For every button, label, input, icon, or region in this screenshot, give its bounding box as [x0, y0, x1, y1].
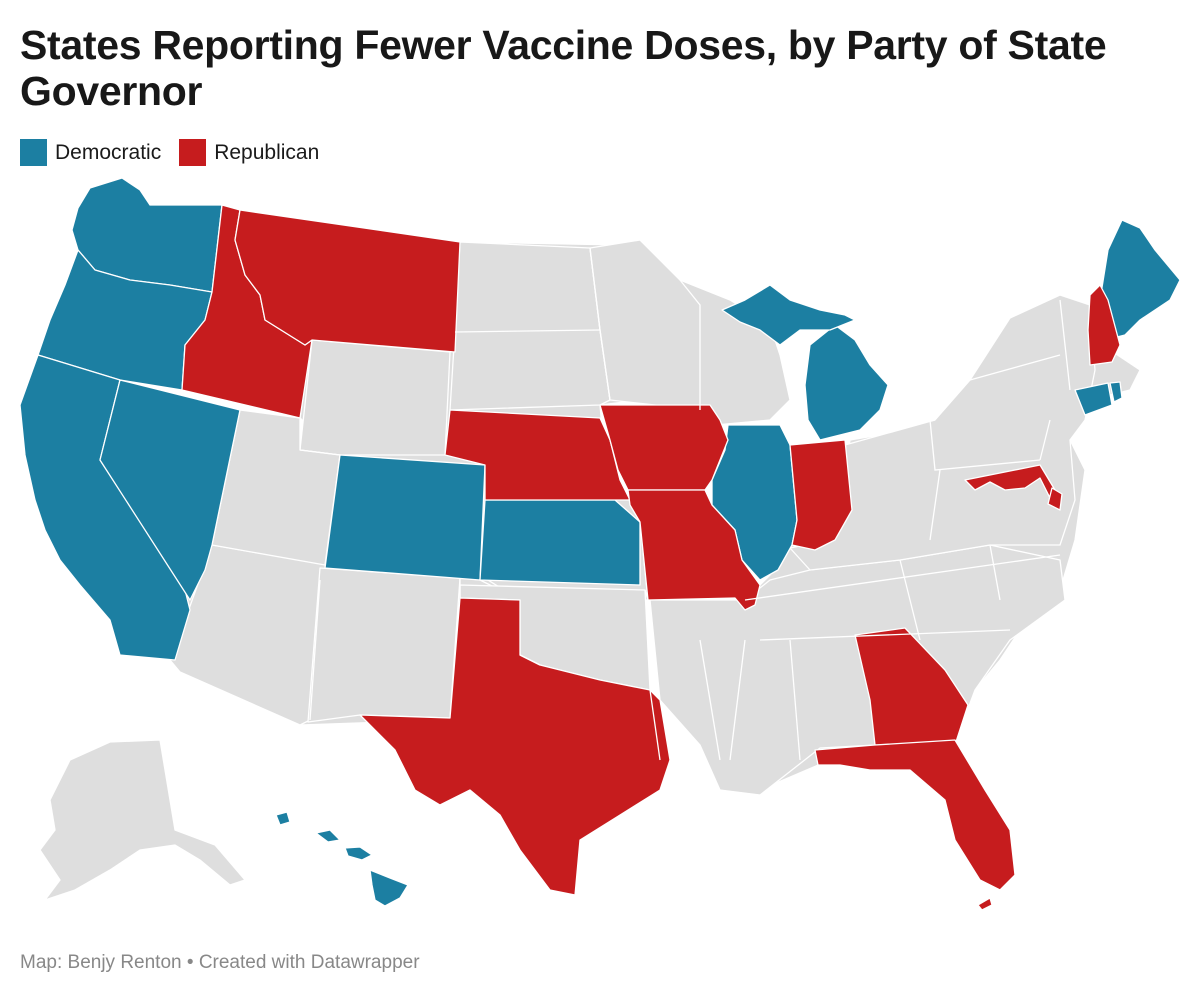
base-land-south [649, 544, 1066, 796]
base-land-wyoming [299, 339, 451, 456]
base-land-upper-mw [589, 239, 791, 426]
state-georgia [854, 627, 969, 746]
state-hawaii-maui [344, 846, 373, 861]
state-colorado [324, 454, 486, 581]
state-indiana [789, 439, 853, 551]
state-nevada [99, 379, 241, 601]
legend-swatch-democratic [20, 139, 47, 166]
legend-item-democratic: Democratic [20, 139, 161, 166]
state-kansas [479, 499, 641, 586]
footer-created-with: Created with Datawrapper [198, 952, 420, 973]
base-land-dakotas [449, 241, 611, 411]
legend-item-republican: Republican [179, 139, 319, 166]
footer-separator: • [186, 952, 194, 973]
state-hawaii-molokai [315, 829, 341, 843]
state-hawaii-big [369, 869, 409, 907]
footer-credit: Map: Benjy Renton • Created with Datawra… [20, 952, 420, 974]
state-florida [814, 739, 1016, 891]
state-michigan-upper [721, 284, 856, 346]
legend-label-democratic: Democratic [55, 140, 162, 164]
state-maryland [964, 464, 1061, 511]
footer-map-credit: Map: Benjy Renton [20, 952, 182, 973]
base-land-nm [307, 567, 461, 723]
state-florida-keys [977, 897, 993, 911]
state-michigan-lower [804, 324, 889, 441]
legend: Democratic Republican [20, 139, 319, 166]
state-new-hampshire [1087, 284, 1121, 366]
state-delaware-shore [1047, 487, 1063, 511]
state-texas [359, 597, 671, 896]
state-missouri [627, 489, 761, 611]
state-iowa [599, 404, 729, 491]
state-rhode-island [1109, 381, 1123, 403]
state-borders [299, 247, 1071, 761]
base-land-alaska [39, 739, 246, 901]
state-montana [234, 209, 461, 353]
state-hawaii-kauai [275, 811, 291, 826]
legend-swatch-republican [179, 139, 207, 166]
state-connecticut [1074, 382, 1113, 416]
chart-title: States Reporting Fewer Vaccine Doses, by… [20, 22, 1107, 114]
legend-label-republican: Republican [214, 140, 320, 164]
